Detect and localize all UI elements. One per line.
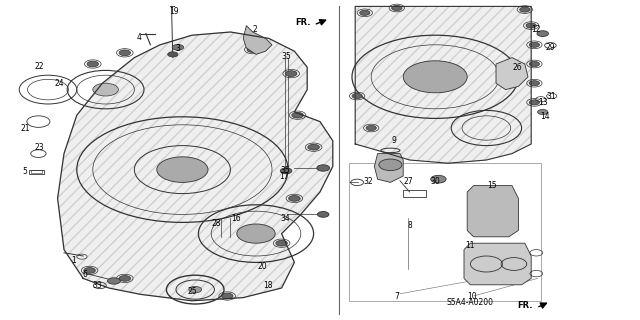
Text: 26: 26 (512, 63, 522, 72)
Text: 10: 10 (467, 292, 477, 301)
Text: 7: 7 (394, 292, 399, 301)
Circle shape (360, 10, 370, 15)
Polygon shape (467, 186, 518, 237)
Text: 22: 22 (35, 62, 44, 71)
Text: 9: 9 (391, 136, 396, 145)
Circle shape (529, 81, 540, 86)
Circle shape (431, 175, 446, 183)
Circle shape (379, 159, 402, 171)
Text: 35: 35 (282, 52, 292, 61)
Circle shape (317, 212, 329, 217)
Text: 15: 15 (486, 181, 497, 190)
Text: 16: 16 (230, 214, 241, 223)
Circle shape (221, 293, 233, 299)
Text: 20: 20 (257, 262, 268, 271)
Circle shape (168, 52, 178, 57)
Polygon shape (464, 243, 531, 285)
Circle shape (392, 5, 402, 11)
Circle shape (119, 276, 131, 281)
Text: FR.: FR. (518, 301, 533, 310)
Text: 17: 17 (278, 172, 289, 180)
Text: 12: 12 (532, 25, 541, 34)
Text: 5: 5 (22, 167, 27, 176)
Text: 25: 25 (187, 287, 197, 296)
Text: 35: 35 (280, 166, 290, 175)
Circle shape (308, 144, 319, 150)
Circle shape (317, 165, 330, 171)
Polygon shape (58, 32, 333, 301)
Bar (31, 170, 42, 173)
Circle shape (526, 23, 536, 28)
Text: 29: 29 (545, 43, 556, 52)
Circle shape (403, 61, 467, 93)
Text: 33: 33 (92, 281, 102, 290)
Text: 2: 2 (252, 25, 257, 34)
Circle shape (157, 157, 208, 182)
Circle shape (108, 278, 120, 284)
Circle shape (529, 61, 540, 67)
Circle shape (280, 168, 292, 174)
Text: 32: 32 (363, 177, 373, 186)
Text: 19: 19 (169, 7, 179, 16)
Circle shape (84, 268, 95, 273)
Text: 18: 18 (263, 281, 272, 290)
Circle shape (529, 100, 540, 105)
Circle shape (247, 47, 259, 52)
Bar (403, 190, 426, 197)
Polygon shape (374, 154, 403, 182)
Polygon shape (355, 6, 531, 163)
Circle shape (289, 196, 300, 201)
Bar (29, 170, 44, 174)
Circle shape (292, 112, 303, 118)
Circle shape (172, 44, 184, 50)
Text: 8: 8 (407, 221, 412, 230)
Text: 13: 13 (538, 98, 548, 107)
Text: 28: 28 (212, 219, 221, 228)
Circle shape (538, 109, 548, 115)
Circle shape (537, 31, 548, 36)
Circle shape (93, 83, 118, 96)
Circle shape (529, 42, 540, 47)
Circle shape (366, 125, 376, 131)
Text: 1: 1 (71, 256, 76, 265)
Text: 11: 11 (465, 241, 474, 250)
Circle shape (285, 71, 297, 76)
Circle shape (520, 7, 530, 12)
Text: S5A4-A0200: S5A4-A0200 (447, 298, 494, 307)
Text: 23: 23 (35, 143, 45, 152)
Text: 30: 30 (430, 177, 440, 186)
Text: 31: 31 (547, 92, 557, 101)
Text: 27: 27 (403, 177, 413, 186)
Text: 34: 34 (280, 214, 290, 223)
Text: 24: 24 (54, 79, 65, 88)
Polygon shape (496, 58, 528, 90)
Circle shape (237, 224, 275, 243)
Circle shape (119, 50, 131, 56)
Text: 6: 6 (82, 270, 87, 279)
Circle shape (189, 286, 202, 293)
Text: FR.: FR. (296, 18, 311, 27)
Circle shape (276, 240, 287, 246)
Text: 3: 3 (175, 44, 180, 52)
Polygon shape (243, 26, 272, 54)
Circle shape (352, 93, 362, 99)
Bar (349, 163, 541, 301)
Text: 14: 14 (540, 112, 550, 121)
Text: 21: 21 (21, 124, 30, 133)
Circle shape (87, 61, 99, 67)
Text: 4: 4 (137, 33, 142, 42)
